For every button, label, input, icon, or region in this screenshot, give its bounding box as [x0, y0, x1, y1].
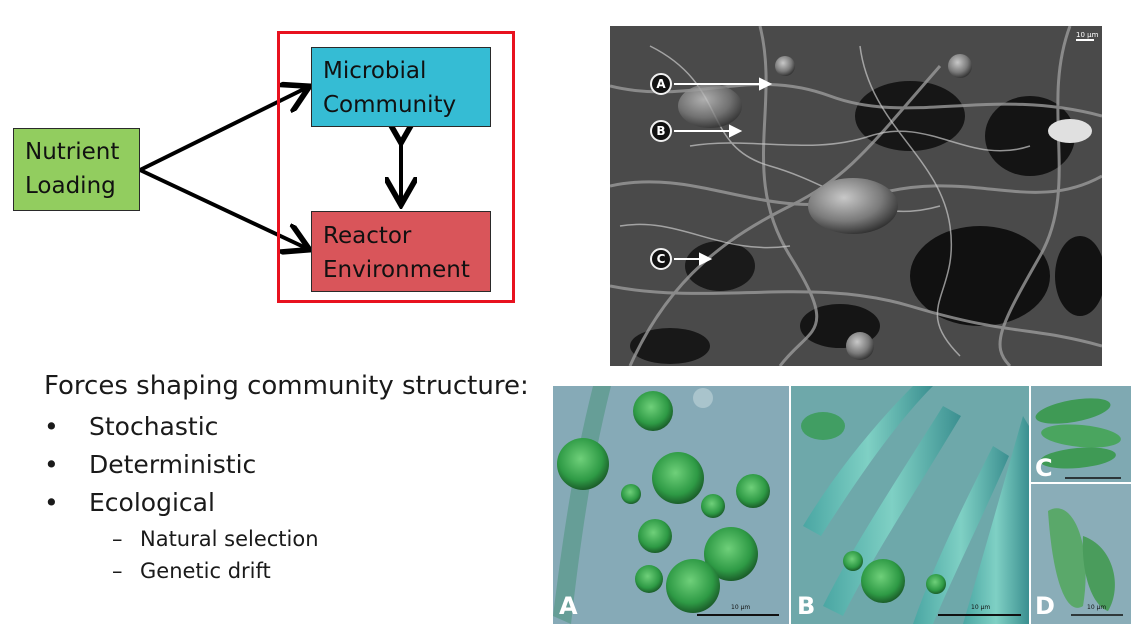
reactor-line1: Reactor — [323, 223, 412, 249]
reactor-environment-box: Reactor Environment — [311, 211, 491, 292]
dash-marker: – — [112, 527, 123, 551]
bullet-item: • Stochastic — [44, 412, 218, 441]
sem-label-a: A — [650, 73, 672, 95]
focus-frame — [277, 31, 515, 303]
sem-label-b: B — [650, 120, 672, 142]
nutrient-line1: Nutrient — [25, 139, 120, 165]
reactor-line2: Environment — [323, 257, 470, 283]
item-stochastic: Stochastic — [89, 412, 219, 441]
panel-label-a: A — [559, 592, 578, 620]
bullet-marker: • — [44, 488, 59, 517]
sem-label-c: C — [650, 248, 672, 270]
scale-label-b: 10 µm — [971, 604, 991, 611]
dash-marker: – — [112, 559, 123, 583]
microbial-line1: Microbial — [323, 58, 427, 84]
sub-bullet-item: – Genetic drift — [112, 559, 271, 583]
panel-label-d: D — [1035, 592, 1055, 620]
item-ecological: Ecological — [89, 488, 215, 517]
sem-scale-label: 10 µm — [1076, 31, 1099, 39]
light-micrographs: A B C D 10 µm 10 µm 10 µm — [553, 386, 1131, 624]
forces-heading: Forces shaping community structure: — [44, 371, 529, 401]
microbial-line2: Community — [323, 92, 457, 118]
scale-label-d: 10 µm — [1087, 604, 1107, 611]
bullet-item: • Deterministic — [44, 450, 256, 479]
item-natural-selection: Natural selection — [140, 527, 319, 551]
panel-label-c: C — [1035, 454, 1053, 482]
panel-label-b: B — [797, 592, 816, 620]
bullet-marker: • — [44, 412, 59, 441]
sub-bullet-item: – Natural selection — [112, 527, 319, 551]
sem-micrograph: A B C 10 µm — [610, 26, 1102, 366]
item-deterministic: Deterministic — [89, 450, 257, 479]
nutrient-loading-box: Nutrient Loading — [13, 128, 140, 211]
bullet-marker: • — [44, 450, 59, 479]
sem-texture — [610, 26, 1102, 366]
microbial-community-box: Microbial Community — [311, 47, 491, 127]
scale-label-a: 10 µm — [731, 604, 751, 611]
nutrient-line2: Loading — [25, 173, 116, 199]
item-genetic-drift: Genetic drift — [140, 559, 271, 583]
bullet-item: • Ecological — [44, 488, 215, 517]
micrograph-texture — [553, 386, 1131, 624]
